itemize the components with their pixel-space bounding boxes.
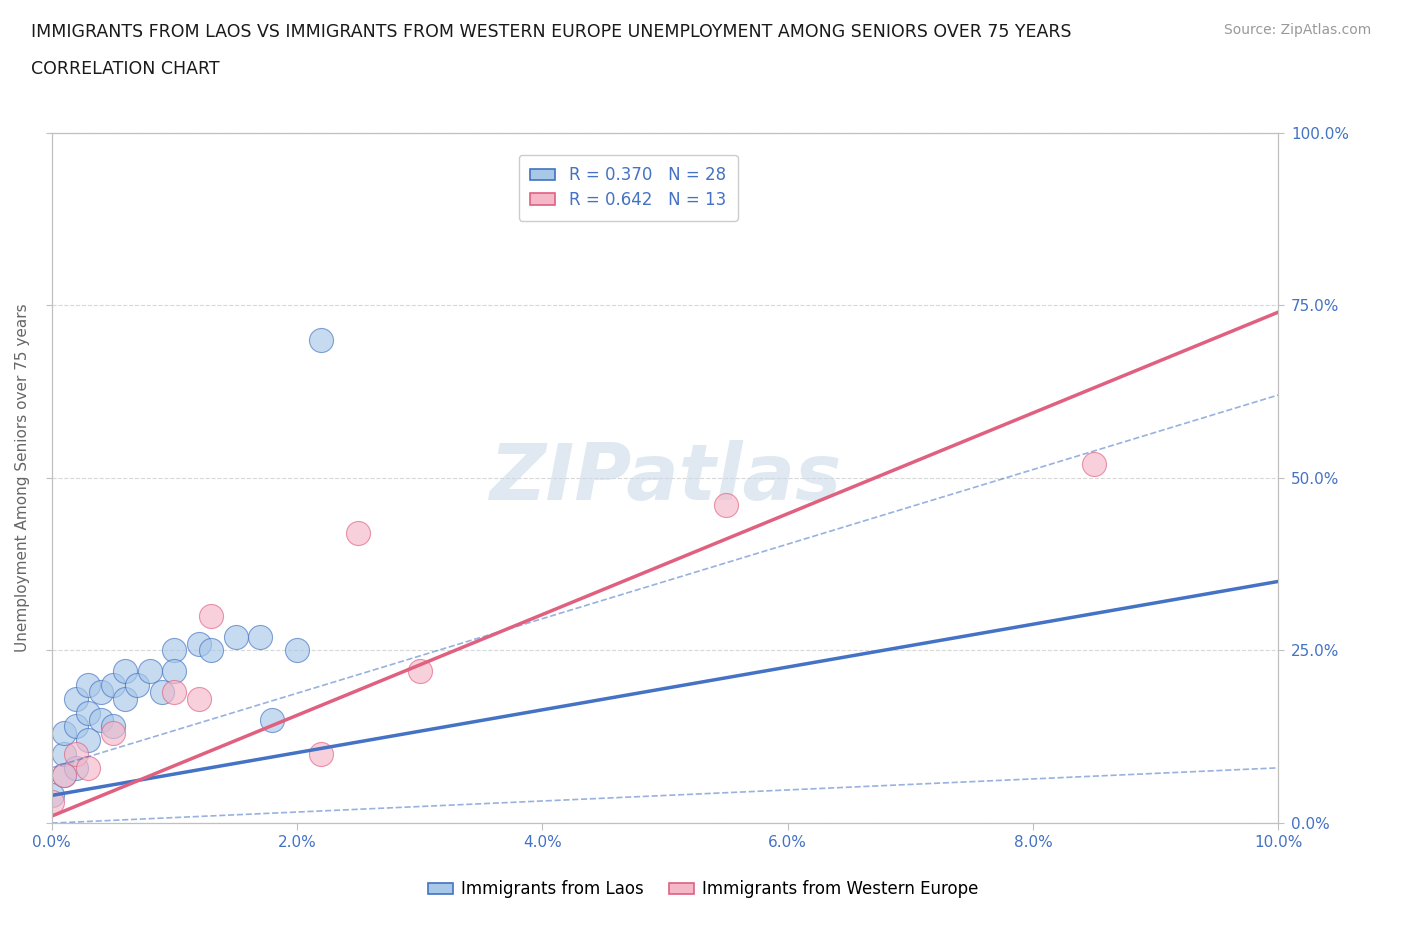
Point [101,719,124,734]
Point [187,691,209,706]
Point [285,643,308,658]
Point [187,636,209,651]
Point [127,678,149,693]
Text: Source: ZipAtlas.com: Source: ZipAtlas.com [1223,23,1371,37]
Point [249,630,271,644]
Point [52,747,75,762]
Point [77,733,100,748]
Point [101,678,124,693]
Legend: R = 0.370   N = 28, R = 0.642   N = 13: R = 0.370 N = 28, R = 0.642 N = 13 [519,154,738,220]
Point [150,684,173,699]
Point [163,664,186,679]
Point [41,788,63,803]
Point [311,332,333,347]
Point [101,726,124,741]
Point [52,767,75,782]
Point [262,712,284,727]
Point [347,525,370,540]
Text: IMMIGRANTS FROM LAOS VS IMMIGRANTS FROM WESTERN EUROPE UNEMPLOYMENT AMONG SENIOR: IMMIGRANTS FROM LAOS VS IMMIGRANTS FROM … [31,23,1071,41]
Point [65,761,87,776]
Point [200,643,222,658]
Point [225,630,247,644]
Point [65,691,87,706]
Point [77,678,100,693]
Point [65,719,87,734]
Point [77,761,100,776]
Point [41,795,63,810]
Text: ZIPatlas: ZIPatlas [489,440,841,516]
Point [90,712,112,727]
Point [114,691,136,706]
Point [163,684,186,699]
Point [200,608,222,623]
Point [114,664,136,679]
Point [77,705,100,720]
Point [90,684,112,699]
Point [52,726,75,741]
Point [138,664,160,679]
Text: CORRELATION CHART: CORRELATION CHART [31,60,219,78]
Point [716,498,738,513]
Point [163,643,186,658]
Y-axis label: Unemployment Among Seniors over 75 years: Unemployment Among Seniors over 75 years [15,303,30,652]
Point [65,747,87,762]
Point [1083,457,1105,472]
Point [52,767,75,782]
Legend: Immigrants from Laos, Immigrants from Western Europe: Immigrants from Laos, Immigrants from We… [420,873,986,905]
Point [311,747,333,762]
Point [408,664,430,679]
